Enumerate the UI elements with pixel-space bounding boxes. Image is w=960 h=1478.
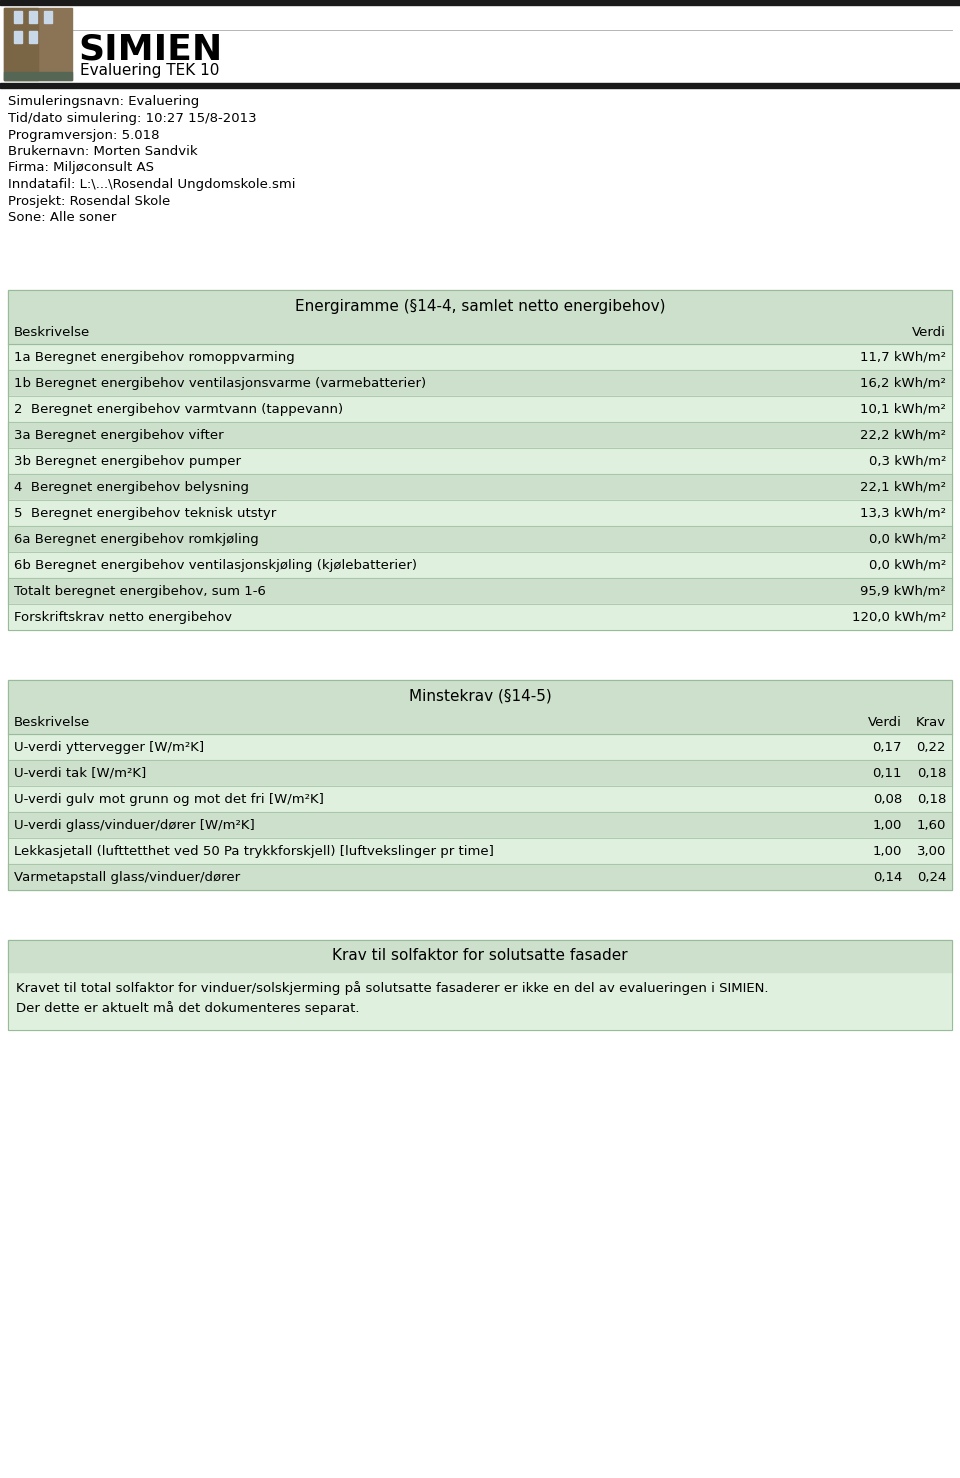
Text: Firma: Miljøconsult AS: Firma: Miljøconsult AS bbox=[8, 161, 154, 174]
Text: Beskrivelse: Beskrivelse bbox=[14, 327, 90, 340]
Bar bbox=[4, 7, 38, 80]
Text: 3,00: 3,00 bbox=[917, 844, 946, 857]
Text: 5  Beregnet energibehov teknisk utstyr: 5 Beregnet energibehov teknisk utstyr bbox=[14, 507, 276, 519]
Text: Evaluering TEK 10: Evaluering TEK 10 bbox=[80, 64, 220, 78]
Bar bbox=[8, 551, 952, 578]
Text: 0,18: 0,18 bbox=[917, 767, 946, 779]
Text: Beskrivelse: Beskrivelse bbox=[14, 717, 90, 730]
Bar bbox=[8, 370, 952, 396]
Text: 0,11: 0,11 bbox=[873, 767, 902, 779]
Bar bbox=[14, 31, 22, 43]
Text: 11,7 kWh/m²: 11,7 kWh/m² bbox=[860, 350, 946, 364]
Bar bbox=[14, 10, 22, 24]
Text: 95,9 kWh/m²: 95,9 kWh/m² bbox=[860, 584, 946, 597]
Bar bbox=[8, 500, 952, 526]
Text: 0,18: 0,18 bbox=[917, 792, 946, 806]
Text: SIMIEN: SIMIEN bbox=[78, 33, 223, 67]
Text: 0,0 kWh/m²: 0,0 kWh/m² bbox=[869, 532, 946, 545]
Bar bbox=[8, 940, 952, 1030]
Text: 3a Beregnet energibehov vifter: 3a Beregnet energibehov vifter bbox=[14, 429, 224, 442]
Text: 2  Beregnet energibehov varmtvann (tappevann): 2 Beregnet energibehov varmtvann (tappev… bbox=[14, 402, 343, 415]
Text: Verdi: Verdi bbox=[868, 717, 902, 730]
Text: SIMIEN; Evaluering TEK 10: SIMIEN; Evaluering TEK 10 bbox=[8, 35, 174, 49]
Text: Tid/dato simulering: 10:27 15/8-2013: Tid/dato simulering: 10:27 15/8-2013 bbox=[8, 112, 256, 126]
Text: 1b Beregnet energibehov ventilasjonsvarme (varmebatterier): 1b Beregnet energibehov ventilasjonsvarm… bbox=[14, 377, 426, 390]
Text: Totalt beregnet energibehov, sum 1-6: Totalt beregnet energibehov, sum 1-6 bbox=[14, 584, 266, 597]
Bar bbox=[8, 290, 952, 630]
Text: 13,3 kWh/m²: 13,3 kWh/m² bbox=[860, 507, 946, 519]
Text: 1,00: 1,00 bbox=[873, 819, 902, 832]
Bar bbox=[8, 735, 952, 760]
Text: 16,2 kWh/m²: 16,2 kWh/m² bbox=[860, 377, 946, 390]
Bar bbox=[8, 578, 952, 605]
Text: Krav: Krav bbox=[916, 717, 946, 730]
Text: Varmetapstall glass/vinduer/dører: Varmetapstall glass/vinduer/dører bbox=[14, 871, 240, 884]
Text: 0,3 kWh/m²: 0,3 kWh/m² bbox=[869, 455, 946, 467]
Text: Krav til solfaktor for solutsatte fasader: Krav til solfaktor for solutsatte fasade… bbox=[332, 949, 628, 964]
Text: 3b Beregnet energibehov pumper: 3b Beregnet energibehov pumper bbox=[14, 455, 241, 467]
Text: Prosjekt: Rosendal Skole: Prosjekt: Rosendal Skole bbox=[8, 195, 170, 207]
Text: Sone: Alle soner: Sone: Alle soner bbox=[8, 211, 116, 225]
Bar bbox=[8, 605, 952, 630]
Bar bbox=[8, 290, 952, 322]
Text: Inndatafil: L:\...\Rosendal Ungdomskole.smi: Inndatafil: L:\...\Rosendal Ungdomskole.… bbox=[8, 177, 296, 191]
Bar bbox=[44, 10, 52, 24]
Bar bbox=[8, 838, 952, 865]
Bar bbox=[0, 0, 960, 4]
Text: Verdi: Verdi bbox=[912, 327, 946, 340]
Text: Kravet til total solfaktor for vinduer/solskjerming på solutsatte fasaderer er i: Kravet til total solfaktor for vinduer/s… bbox=[16, 981, 769, 995]
Bar bbox=[8, 474, 952, 500]
Text: Simuleringsnavn: Evaluering: Simuleringsnavn: Evaluering bbox=[8, 96, 200, 108]
Bar bbox=[8, 680, 952, 890]
Bar bbox=[29, 10, 37, 24]
Bar bbox=[8, 811, 952, 838]
Text: 0,0 kWh/m²: 0,0 kWh/m² bbox=[869, 559, 946, 572]
Text: Energiramme (§14-4, samlet netto energibehov): Energiramme (§14-4, samlet netto energib… bbox=[295, 299, 665, 313]
Bar bbox=[0, 4, 960, 83]
Bar bbox=[8, 448, 952, 474]
Text: Side 2 av 5: Side 2 av 5 bbox=[881, 35, 952, 49]
Text: 0,14: 0,14 bbox=[873, 871, 902, 884]
Text: 6a Beregnet energibehov romkjøling: 6a Beregnet energibehov romkjøling bbox=[14, 532, 259, 545]
Text: U-verdi glass/vinduer/dører [W/m²K]: U-verdi glass/vinduer/dører [W/m²K] bbox=[14, 819, 254, 832]
Text: Lekkasjetall (lufttetthet ved 50 Pa trykkforskjell) [luftvekslinger pr time]: Lekkasjetall (lufttetthet ved 50 Pa tryk… bbox=[14, 844, 493, 857]
Text: 120,0 kWh/m²: 120,0 kWh/m² bbox=[852, 610, 946, 624]
Text: 0,17: 0,17 bbox=[873, 740, 902, 754]
Bar bbox=[29, 31, 37, 43]
Text: 22,1 kWh/m²: 22,1 kWh/m² bbox=[860, 480, 946, 494]
Text: 0,24: 0,24 bbox=[917, 871, 946, 884]
Text: 1,60: 1,60 bbox=[917, 819, 946, 832]
Text: 4  Beregnet energibehov belysning: 4 Beregnet energibehov belysning bbox=[14, 480, 249, 494]
Text: 22,2 kWh/m²: 22,2 kWh/m² bbox=[860, 429, 946, 442]
Bar bbox=[8, 423, 952, 448]
Text: Programversjon: 5.018: Programversjon: 5.018 bbox=[8, 129, 159, 142]
Text: 1a Beregnet energibehov romoppvarming: 1a Beregnet energibehov romoppvarming bbox=[14, 350, 295, 364]
Text: 10,1 kWh/m²: 10,1 kWh/m² bbox=[860, 402, 946, 415]
Bar bbox=[8, 940, 952, 973]
Text: U-verdi tak [W/m²K]: U-verdi tak [W/m²K] bbox=[14, 767, 146, 779]
Bar bbox=[8, 712, 952, 735]
Bar bbox=[8, 786, 952, 811]
Text: U-verdi gulv mot grunn og mot det fri [W/m²K]: U-verdi gulv mot grunn og mot det fri [W… bbox=[14, 792, 324, 806]
Bar bbox=[8, 344, 952, 370]
Text: Minstekrav (§14-5): Minstekrav (§14-5) bbox=[409, 689, 551, 704]
Text: Forskriftskrav netto energibehov: Forskriftskrav netto energibehov bbox=[14, 610, 232, 624]
Text: Brukernavn: Morten Sandvik: Brukernavn: Morten Sandvik bbox=[8, 145, 198, 158]
Bar bbox=[8, 526, 952, 551]
Bar bbox=[4, 72, 72, 80]
Bar bbox=[8, 396, 952, 423]
Text: Der dette er aktuelt må det dokumenteres separat.: Der dette er aktuelt må det dokumenteres… bbox=[16, 1001, 359, 1015]
Text: 0,08: 0,08 bbox=[873, 792, 902, 806]
Text: 6b Beregnet energibehov ventilasjonskjøling (kjølebatterier): 6b Beregnet energibehov ventilasjonskjøl… bbox=[14, 559, 417, 572]
Text: 0,22: 0,22 bbox=[917, 740, 946, 754]
Bar bbox=[8, 680, 952, 712]
Bar bbox=[0, 83, 960, 89]
Bar bbox=[8, 865, 952, 890]
Bar bbox=[4, 7, 72, 80]
Bar bbox=[8, 322, 952, 344]
Bar bbox=[8, 973, 952, 1030]
Bar bbox=[8, 760, 952, 786]
Text: 1,00: 1,00 bbox=[873, 844, 902, 857]
Text: U-verdi yttervegger [W/m²K]: U-verdi yttervegger [W/m²K] bbox=[14, 740, 204, 754]
